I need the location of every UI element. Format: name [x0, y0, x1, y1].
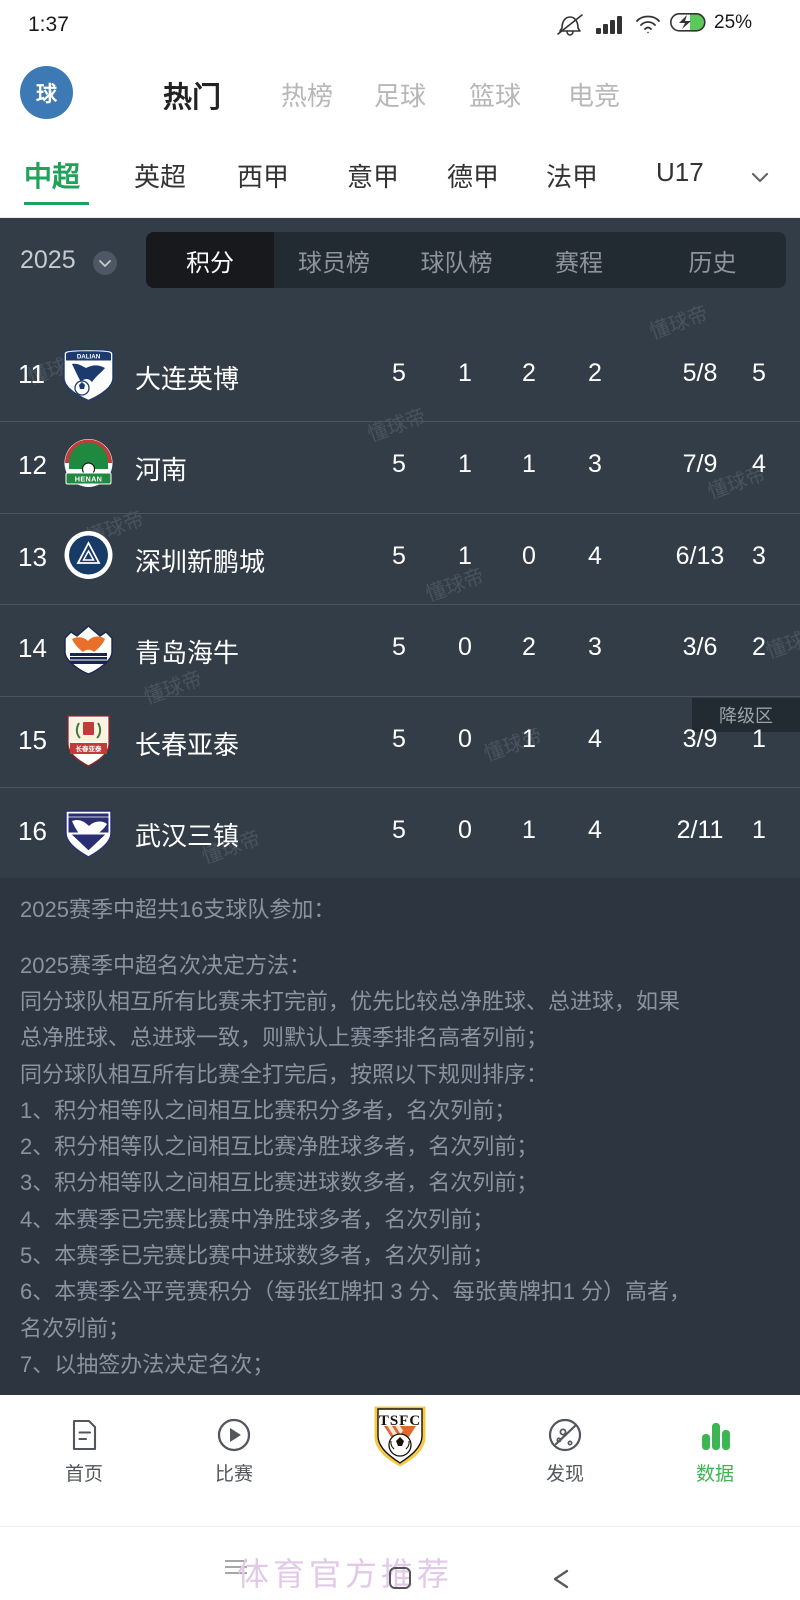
svg-text:25%: 25% [714, 12, 752, 33]
